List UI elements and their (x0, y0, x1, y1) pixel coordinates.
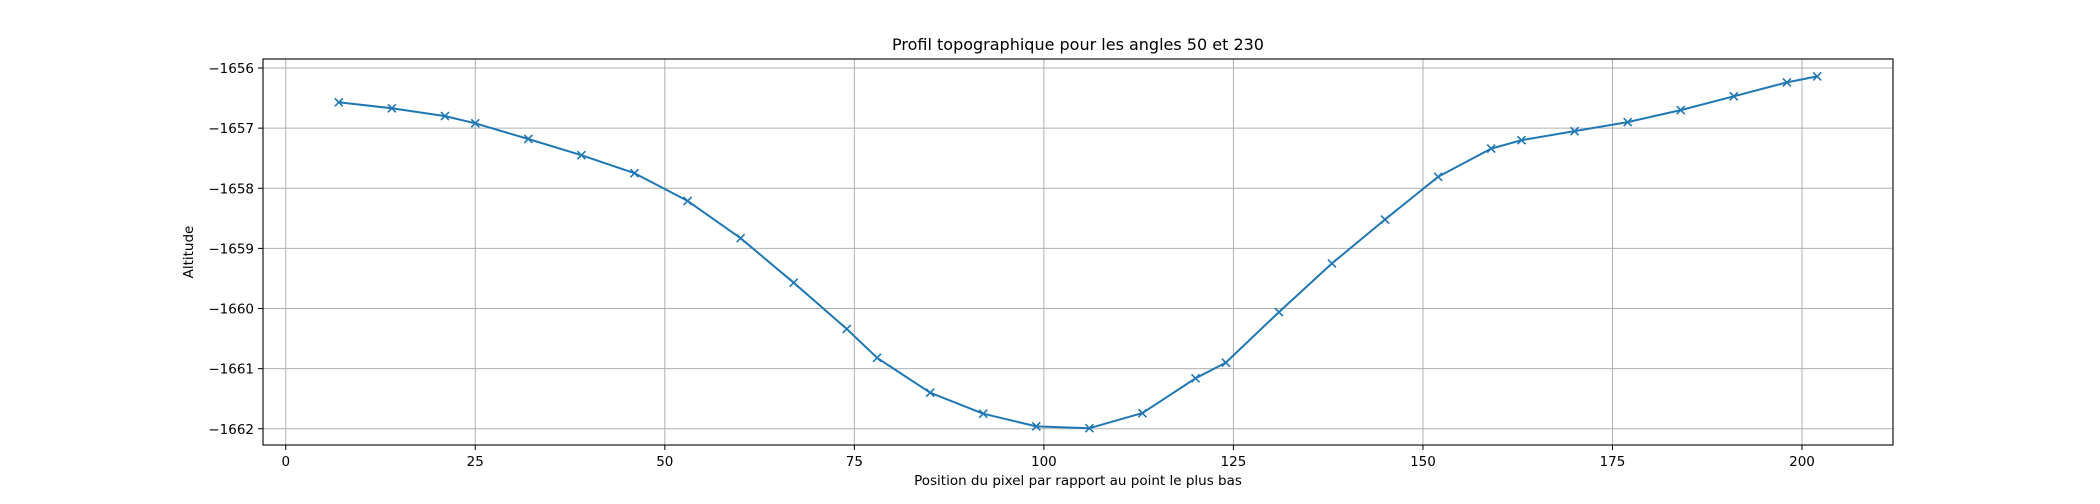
data-point-marker (334, 97, 344, 107)
data-point-marker (682, 196, 693, 206)
data-point-marker (736, 233, 746, 243)
data-point-marker (1782, 77, 1792, 88)
y-tick-label: −1656 (208, 61, 254, 77)
data-point-marker (1137, 408, 1148, 418)
data-point-marker (576, 150, 586, 160)
x-tick-label: 200 (1789, 454, 1815, 470)
x-tick-label: 0 (281, 454, 290, 470)
x-tick-label: 50 (656, 454, 673, 470)
x-axis-title: Position du pixel par rapport au point l… (914, 473, 1242, 489)
data-point-marker (1190, 373, 1201, 383)
series-line (338, 75, 1818, 430)
x-tick-label: 125 (1221, 454, 1247, 470)
data-point-marker (1274, 307, 1284, 317)
data-point-marker (1623, 117, 1633, 127)
data-point-marker (1516, 135, 1527, 145)
data-point-marker (978, 409, 988, 419)
x-tick-label: 150 (1410, 454, 1436, 470)
y-tick-label: −1661 (208, 362, 254, 378)
data-point-marker (387, 103, 397, 113)
y-axis-title: Altitude (181, 226, 197, 279)
y-tick-label: −1660 (208, 302, 254, 318)
data-point-marker (789, 278, 799, 288)
data-point-marker (1676, 105, 1686, 115)
data-point-marker (1729, 91, 1739, 101)
data-point-marker (1327, 258, 1337, 268)
data-point-marker (1380, 214, 1390, 225)
y-tick-label: −1657 (208, 121, 254, 137)
x-tick-label: 75 (846, 454, 863, 470)
plot-frame (262, 58, 1894, 446)
data-point-marker (523, 134, 533, 144)
data-point-marker (1812, 71, 1822, 82)
series-layer (334, 71, 1822, 433)
y-tick-label: −1662 (208, 422, 254, 438)
data-point-marker (842, 324, 852, 334)
data-point-marker (1433, 172, 1443, 182)
y-tick-label: −1658 (208, 181, 254, 197)
data-point-marker (470, 118, 480, 128)
x-tick-label: 25 (467, 454, 484, 470)
data-point-marker (1486, 144, 1496, 154)
data-point-marker (1084, 423, 1094, 433)
data-point-marker (629, 168, 640, 178)
data-point-marker (1031, 421, 1041, 431)
data-point-marker (1221, 358, 1231, 368)
data-point-marker (872, 353, 882, 363)
y-tick-label: −1659 (208, 241, 254, 257)
x-tick-label: 175 (1600, 454, 1626, 470)
x-tick-label: 100 (1031, 454, 1057, 470)
ticks: 0 25 50 75 100 125 150 175 200 −1662 −1661 −1660 −16… (208, 61, 1815, 470)
data-point-marker (1570, 126, 1580, 136)
data-point-marker (440, 111, 450, 121)
data-point-marker (925, 388, 935, 398)
chart-title: Profil topographique pour les angles 50 … (892, 35, 1264, 54)
grid (263, 59, 1893, 445)
